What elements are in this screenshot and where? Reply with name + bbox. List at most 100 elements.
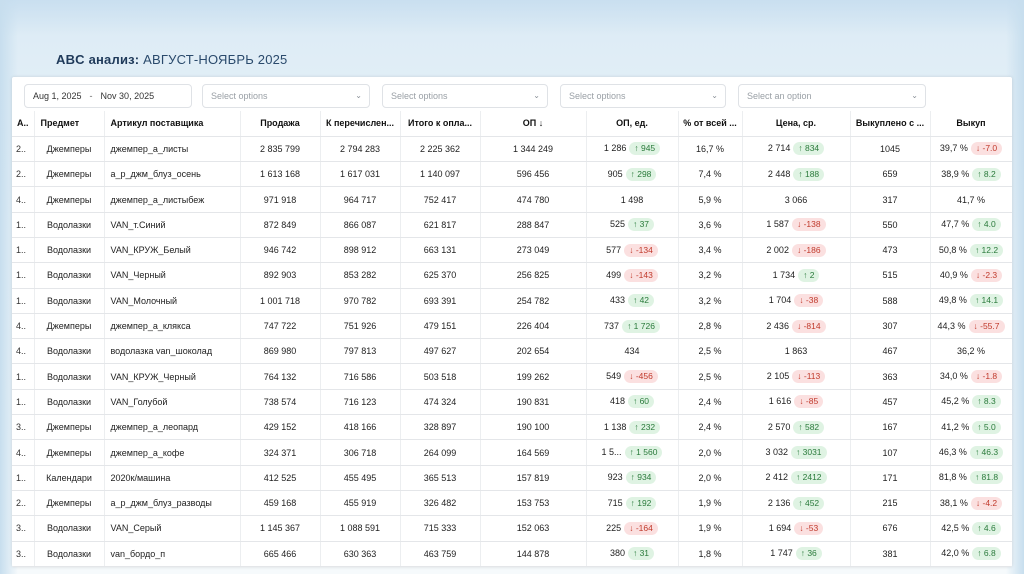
cell-sales: 1 613 168 — [240, 161, 321, 188]
table-row[interactable]: 4.. Джемперы джемпер_а_листыбеж 971 918 964 … — [12, 186, 1012, 213]
column-header[interactable]: ОП, ед. — [586, 111, 679, 137]
cell-percent-total-value: 3,6 % — [698, 219, 722, 230]
table-row[interactable]: 1.. Календари 2020к/машина 412 525 455 495 36… — [12, 465, 1012, 491]
cell-abc-value: 1.. — [16, 270, 27, 281]
cell-percent-total-value: 2,8 % — [698, 321, 722, 332]
cell-abc-value: 3.. — [16, 548, 27, 559]
cell-sales: 747 722 — [240, 313, 321, 340]
table-row[interactable]: 4.. Джемперы джемпер_а_кофе 324 371 306 718 2… — [12, 439, 1012, 466]
table-row[interactable]: 4.. Джемперы джемпер_а_клякса 747 722 751 92… — [12, 313, 1012, 340]
column-header[interactable]: Выкуп — [930, 111, 1012, 137]
cell-article-value: 2020к/машина — [110, 472, 171, 483]
table-row[interactable]: 2.. Джемперы а_р_джм_блуз_разводы 459 168 45… — [12, 490, 1012, 517]
cell-op: 202 654 — [480, 338, 587, 365]
cell-avg-price-value: 1 747 — [770, 548, 793, 559]
cell-avg-price: 1 734 ↑ 2 — [742, 262, 851, 289]
table-row[interactable]: 2.. Джемперы а_р_джм_блуз_осень 1 613 168 1 … — [12, 161, 1012, 188]
delta-badge: ↑ 36 — [795, 547, 822, 561]
select-filter-2[interactable]: Select options ⌄ — [382, 84, 548, 108]
cell-buyout-value: 42,5 % — [941, 522, 970, 533]
cell-percent-total-value: 2,4 % — [698, 422, 722, 433]
chevron-down-icon: ⌄ — [911, 91, 918, 100]
cell-article-value: джемпер_а_листыбеж — [110, 194, 205, 205]
column-header[interactable]: ОП ↓ — [480, 111, 587, 137]
cell-buyout: 34,0 % ↓ -1.8 — [930, 363, 1012, 390]
delta-badge: ↑ 5.0 — [972, 420, 1001, 434]
cell-op: 157 819 — [480, 465, 587, 491]
cell-sales-value: 892 903 — [263, 270, 297, 281]
cell-avg-price-value: 1 734 — [772, 269, 796, 280]
table-row[interactable]: 1.. Водолазки VAN_Черный 892 903 853 282 625 … — [12, 262, 1012, 289]
cell-total-payable-value: 693 391 — [423, 295, 457, 306]
cell-abc-value: 2.. — [16, 169, 27, 180]
column-header[interactable]: Предмет — [34, 111, 105, 137]
column-header[interactable]: Выкуплено с ... — [850, 111, 931, 137]
cell-op-units-value: 1 138 — [603, 421, 627, 432]
cell-transfer-value: 970 782 — [343, 295, 377, 306]
table-row[interactable]: 2.. Джемперы джемпер_а_листы 2 835 799 2 794… — [12, 136, 1012, 163]
table-row[interactable]: 1.. Водолазки VAN_КРУЖ_Белый 946 742 898 912… — [12, 237, 1012, 264]
cell-abc-value: 1.. — [16, 472, 27, 483]
select-filter-1[interactable]: Select options ⌄ — [202, 84, 370, 108]
cell-abc-value: 1.. — [16, 245, 27, 256]
column-header[interactable]: Артикул поставщика — [104, 111, 241, 137]
delta-badge: ↑ 188 — [793, 167, 825, 181]
cell-op-units: 905 ↑ 298 — [586, 161, 679, 188]
cell-abc-value: 4.. — [16, 194, 27, 205]
cell-buyout: 45,2 % ↑ 8.3 — [930, 389, 1012, 416]
table-row[interactable]: 3.. Водолазки van_бордо_п 665 466 630 363 463… — [12, 541, 1012, 567]
cell-total-payable: 365 513 — [400, 465, 481, 491]
column-header[interactable]: % от всей ... — [678, 111, 743, 137]
cell-abc: 1.. — [12, 288, 35, 314]
table-row[interactable]: 1.. Водолазки VAN_Молочный 1 001 718 970 782… — [12, 288, 1012, 314]
filter-bar: Aug 1, 2025 - Nov 30, 2025 Select option… — [12, 77, 1012, 111]
column-header[interactable]: Продажа — [240, 111, 321, 137]
cell-article-value: джемпер_а_клякса — [110, 321, 191, 332]
delta-badge: ↓ -2.3 — [970, 268, 1003, 282]
table-row[interactable]: 1.. Водолазки VAN_КРУЖ_Черный 764 132 716 58… — [12, 363, 1012, 390]
cell-sales: 459 168 — [240, 490, 321, 517]
cell-op: 153 753 — [480, 490, 587, 517]
cell-bought-out: 473 — [850, 237, 931, 264]
cell-total-payable-value: 479 151 — [423, 321, 457, 332]
table-row[interactable]: 3.. Джемперы джемпер_а_леопард 429 152 418 1… — [12, 414, 1012, 441]
cell-transfer: 964 717 — [320, 186, 401, 213]
table-row[interactable]: 1.. Водолазки VAN_Голубой 738 574 716 123 474… — [12, 389, 1012, 416]
column-header[interactable]: Итого к опла... — [400, 111, 481, 137]
table-row[interactable]: 1.. Водолазки VAN_т.Синий 872 849 866 087 621… — [12, 212, 1012, 238]
cell-avg-price-value: 1 694 — [768, 522, 792, 533]
column-header[interactable]: А.. — [12, 111, 35, 137]
cell-buyout: 81,8 % ↑ 81.8 — [930, 465, 1012, 491]
cell-bought-out: 550 — [850, 212, 931, 238]
select-filter-4[interactable]: Select an option ⌄ — [738, 84, 926, 108]
column-header[interactable]: Цена, ср. — [742, 111, 851, 137]
cell-sales-value: 1 001 718 — [259, 295, 301, 306]
cell-total-payable: 693 391 — [400, 288, 481, 314]
cell-subject: Водолазки — [34, 237, 105, 264]
cell-subject-value: Водолазки — [46, 371, 92, 382]
table-body: 2.. Джемперы джемпер_а_листы 2 835 799 2 794… — [12, 136, 1012, 567]
cell-subject-value: Водолазки — [46, 523, 92, 534]
date-range-picker[interactable]: Aug 1, 2025 - Nov 30, 2025 — [24, 84, 192, 108]
table-row[interactable]: 4.. Водолазки водолазка van_шоколад 869 980… — [12, 338, 1012, 365]
cell-total-payable-value: 503 518 — [423, 371, 457, 382]
table-row[interactable]: 3.. Водолазки VAN_Серый 1 145 367 1 088 591 7… — [12, 515, 1012, 542]
cell-total-payable-value: 328 897 — [423, 422, 457, 433]
cell-transfer: 751 926 — [320, 313, 401, 340]
cell-transfer: 898 912 — [320, 237, 401, 264]
cell-transfer: 455 495 — [320, 465, 401, 491]
cell-sales: 665 466 — [240, 541, 321, 567]
cell-sales-value: 764 132 — [263, 371, 297, 382]
cell-sales: 1 145 367 — [240, 515, 321, 542]
cell-op-units: 923 ↑ 934 — [586, 465, 679, 491]
cell-avg-price-value: 2 105 — [766, 371, 790, 382]
cell-total-payable: 503 518 — [400, 363, 481, 390]
cell-op-value: 144 878 — [516, 548, 550, 559]
cell-avg-price-value: 2 136 — [767, 497, 791, 508]
cell-transfer: 2 794 283 — [320, 136, 401, 163]
column-header[interactable]: К перечислен... — [320, 111, 401, 137]
select-filter-3[interactable]: Select options ⌄ — [560, 84, 726, 108]
cell-sales-value: 665 466 — [263, 548, 297, 559]
cell-abc: 3.. — [12, 541, 35, 567]
cell-percent-total-value: 2,5 % — [698, 346, 722, 357]
